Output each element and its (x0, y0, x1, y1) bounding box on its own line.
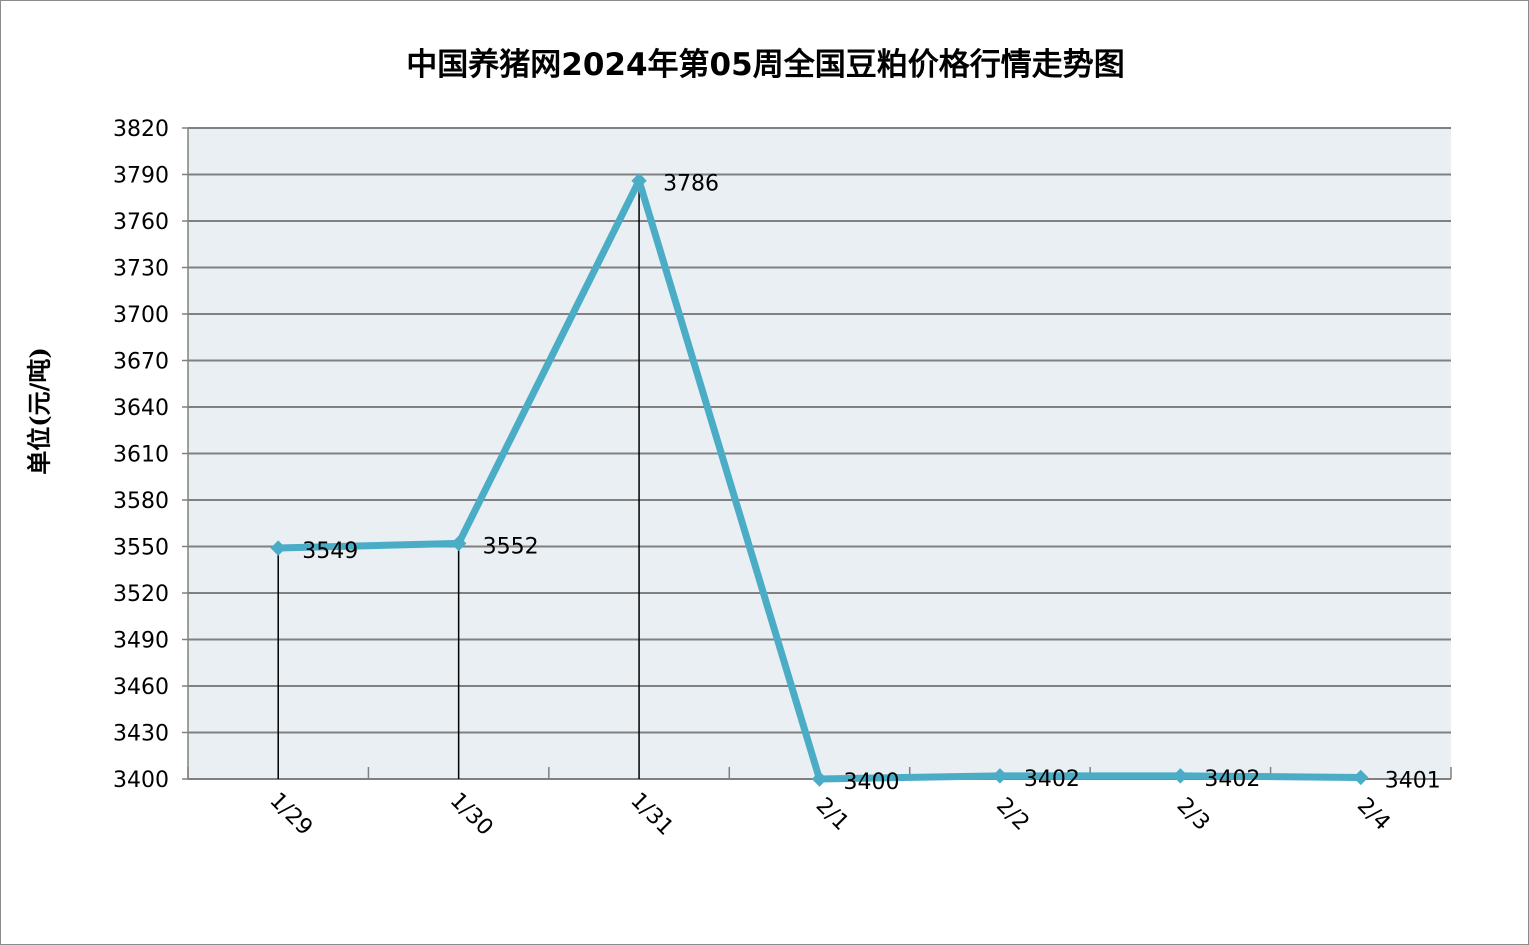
data-label: 3552 (483, 534, 539, 559)
y-tick-label: 3610 (113, 443, 169, 468)
data-label: 3402 (1204, 767, 1260, 792)
data-label: 3549 (302, 539, 358, 564)
chart-title: 中国养猪网2024年第05周全国豆粕价格行情走势图 (406, 47, 1125, 83)
y-tick-label: 3700 (113, 303, 169, 328)
x-tick-label: 2/4 (1352, 793, 1395, 836)
y-tick-label: 3730 (113, 257, 169, 282)
y-tick-label: 3520 (113, 582, 169, 607)
y-tick-label: 3760 (113, 210, 169, 235)
x-tick-label: 2/1 (811, 793, 854, 836)
y-tick-label: 3430 (113, 722, 169, 747)
y-tick-label: 3550 (113, 536, 169, 561)
y-tick-label: 3790 (113, 164, 169, 189)
x-tick-label: 2/3 (1172, 793, 1215, 836)
data-point-marker (1353, 769, 1369, 786)
y-tick-label: 3460 (113, 675, 169, 700)
y-tick-label: 3580 (113, 489, 169, 514)
x-tick-label: 2/2 (991, 793, 1034, 836)
data-point-marker (450, 535, 467, 552)
data-point-marker (270, 540, 286, 556)
x-tick-label: 1/30 (445, 788, 498, 841)
y-tick-label: 3820 (113, 117, 169, 142)
y-tick-label: 3670 (113, 350, 169, 375)
data-label: 3402 (1024, 767, 1080, 792)
data-label: 3786 (663, 172, 719, 197)
data-point-marker (992, 768, 1008, 784)
data-label: 3401 (1385, 768, 1441, 793)
data-point-marker (1172, 768, 1189, 784)
y-tick-label: 3640 (113, 396, 169, 421)
y-tick-label: 3490 (113, 629, 169, 654)
data-label: 3400 (844, 770, 900, 795)
x-tick-label: 1/29 (265, 788, 318, 841)
x-tick-label: 1/31 (625, 788, 678, 841)
y-tick-label: 3400 (113, 768, 169, 793)
data-point-marker (811, 771, 828, 787)
data-point-marker (631, 172, 647, 189)
